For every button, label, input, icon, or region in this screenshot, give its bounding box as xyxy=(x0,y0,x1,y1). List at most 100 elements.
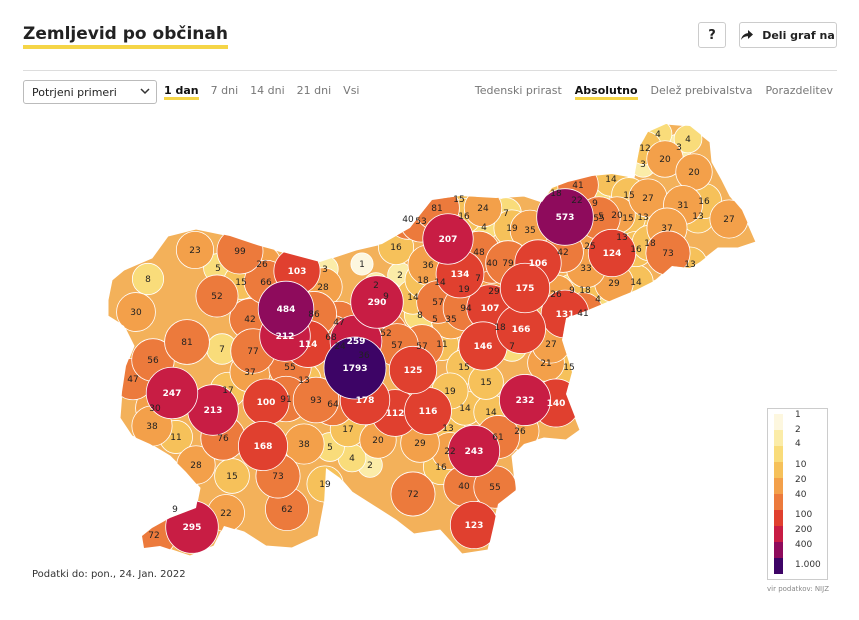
metric-select[interactable]: Potrjeni primeri xyxy=(23,80,157,104)
municipality-area[interactable] xyxy=(447,424,501,478)
mode-tab-distribution[interactable]: Porazdelitev xyxy=(765,84,833,97)
legend-label: 400 xyxy=(795,540,813,550)
municipality-label: 19 xyxy=(506,224,518,234)
municipality-label: 9 xyxy=(569,286,575,296)
municipality-label: 13 xyxy=(616,233,627,243)
range-tab-all[interactable]: Vsi xyxy=(343,84,360,97)
range-tab-21-days[interactable]: 21 dni xyxy=(296,84,332,97)
share-button[interactable]: Deli graf na xyxy=(739,22,837,48)
municipality-label: 112 xyxy=(386,409,405,419)
municipality-label: 9 xyxy=(172,505,178,515)
municipality-label: 72 xyxy=(148,531,159,541)
municipality-label: 2 xyxy=(373,281,379,291)
municipality-area[interactable] xyxy=(388,345,438,395)
municipality-label: 26 xyxy=(550,290,562,300)
municipality-label: 16 xyxy=(435,463,447,473)
municipality-label: 134 xyxy=(451,270,470,280)
page-title: Zemljevid po občinah xyxy=(23,24,228,49)
municipality-label: 13 xyxy=(692,212,703,222)
municipality-label: 31 xyxy=(677,201,688,211)
municipality-label: 14 xyxy=(407,293,419,303)
municipality-label: 62 xyxy=(281,505,292,515)
chevron-down-icon xyxy=(140,88,150,95)
municipality-label: 19 xyxy=(319,480,331,490)
legend-label: 200 xyxy=(795,525,813,535)
municipality-label: 18 xyxy=(644,239,656,249)
municipality-label: 290 xyxy=(368,298,387,308)
municipality-area[interactable] xyxy=(390,471,436,517)
range-tab-1-day[interactable]: 1 dan xyxy=(164,84,199,100)
range-tab-14-days[interactable]: 14 dni xyxy=(250,84,285,97)
municipality-label: 20 xyxy=(688,168,700,178)
mode-tab-absolute[interactable]: Absolutno xyxy=(574,84,638,100)
header-divider xyxy=(23,70,837,71)
municipality-label: 13 xyxy=(442,424,453,434)
legend-label: 40 xyxy=(795,490,807,500)
municipality-area[interactable] xyxy=(131,262,165,296)
municipality-label: 14 xyxy=(630,278,642,288)
municipality-label: 5 xyxy=(432,315,438,325)
municipality-label: 20 xyxy=(372,436,384,446)
municipality-label: 14 xyxy=(485,408,497,418)
municipality-label: 2 xyxy=(397,271,403,281)
municipality-label: 13 xyxy=(298,376,309,386)
municipality-area[interactable] xyxy=(350,275,404,329)
municipality-label: 38 xyxy=(298,440,310,450)
municipality-area[interactable] xyxy=(145,366,199,420)
municipality-label: 11 xyxy=(170,433,181,443)
mode-tab-weekly-growth[interactable]: Tedenski prirast xyxy=(474,84,562,97)
municipality-label: 91 xyxy=(280,395,291,405)
municipality-label: 13 xyxy=(637,213,648,223)
municipality-area[interactable] xyxy=(116,292,156,332)
municipality-label: 79 xyxy=(502,259,514,269)
municipality-label: 73 xyxy=(272,472,283,482)
municipality-area[interactable] xyxy=(499,374,551,426)
municipality-area[interactable] xyxy=(536,188,594,246)
municipality-label: 37 xyxy=(661,224,672,234)
municipality-label: 29 xyxy=(488,287,500,297)
municipality-area[interactable] xyxy=(257,280,315,338)
municipality-label: 20 xyxy=(659,155,671,165)
municipality-area[interactable] xyxy=(164,319,210,365)
legend-color-step xyxy=(774,526,783,543)
range-tab-7-days[interactable]: 7 dni xyxy=(210,84,239,97)
municipality-label: 212 xyxy=(276,332,295,342)
municipality-label: 573 xyxy=(556,213,575,223)
municipality-label: 107 xyxy=(481,304,500,314)
municipality-label: 94 xyxy=(460,304,472,314)
municipality-label: 7 xyxy=(475,274,481,284)
municipality-area[interactable] xyxy=(238,421,288,471)
municipality-label: 66 xyxy=(260,278,272,288)
municipality-label: 20 xyxy=(611,211,623,221)
data-source: vir podatkov: NIJZ xyxy=(767,585,829,593)
municipality-label: 16 xyxy=(630,245,642,255)
legend-label: 100 xyxy=(795,510,813,520)
municipality-label: 93 xyxy=(310,396,321,406)
municipality-label: 57 xyxy=(391,341,402,351)
mode-tab-population-share[interactable]: Delež prebivalstva xyxy=(650,84,753,97)
municipality-label: 3 xyxy=(322,265,328,275)
municipality-label: 61 xyxy=(492,433,503,443)
municipality-label: 36 xyxy=(358,351,370,361)
municipality-area[interactable] xyxy=(587,228,637,278)
municipality-label: 19 xyxy=(444,387,456,397)
municipality-label: 131 xyxy=(556,310,575,320)
municipality-area[interactable] xyxy=(292,376,340,424)
municipality-area[interactable] xyxy=(195,274,239,318)
municipality-area[interactable] xyxy=(499,262,551,314)
municipality-area[interactable] xyxy=(175,230,215,270)
municipality-area[interactable] xyxy=(422,213,474,265)
municipality-label: 106 xyxy=(529,259,548,269)
municipality-label: 125 xyxy=(404,366,423,376)
municipality-label: 16 xyxy=(458,212,470,222)
time-range-tabs: 1 dan 7 dni 14 dni 21 dni Vsi xyxy=(164,84,359,100)
municipality-label: 28 xyxy=(317,283,329,293)
municipality-label: 35 xyxy=(524,226,535,236)
municipality-area[interactable] xyxy=(323,336,387,400)
help-button[interactable]: ? xyxy=(698,22,726,48)
municipality-label: 16 xyxy=(390,243,402,253)
municipality-label: 22 xyxy=(220,509,231,519)
municipality-area[interactable] xyxy=(350,252,374,276)
share-button-label: Deli graf na xyxy=(762,28,835,42)
municipality-label: 81 xyxy=(181,338,192,348)
